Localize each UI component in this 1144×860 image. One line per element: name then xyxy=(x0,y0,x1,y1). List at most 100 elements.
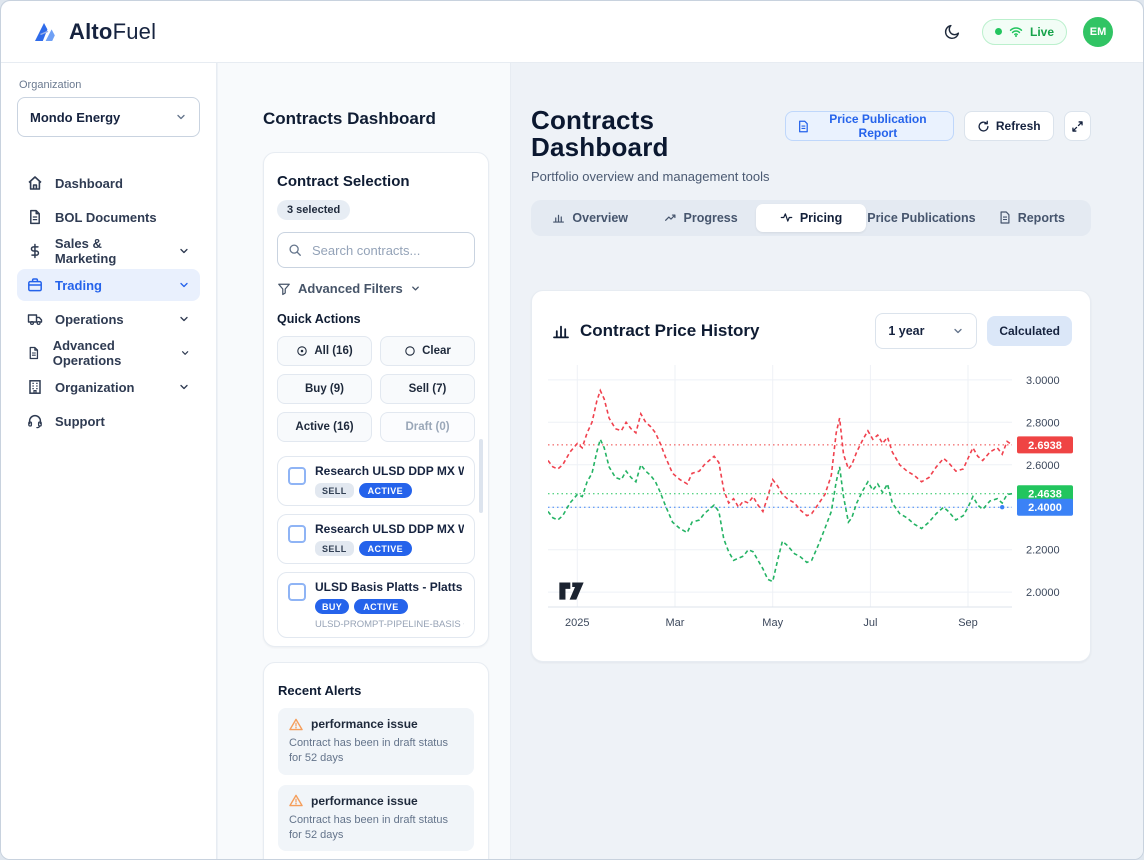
contract-list-item[interactable]: Research ULSD DDP MX W... SELL ACTIVE xyxy=(277,514,475,564)
sidebar-item-organization[interactable]: Organization xyxy=(17,371,200,403)
user-avatar[interactable]: EM xyxy=(1083,16,1113,47)
quick-action-clear[interactable]: Clear xyxy=(380,336,475,366)
time-range-select[interactable]: 1 year xyxy=(875,312,978,349)
tab-price-publications[interactable]: Price Publications xyxy=(867,210,976,225)
contract-list-scrollbar[interactable] xyxy=(479,439,483,513)
organization-select[interactable]: Mondo Energy xyxy=(17,97,200,137)
document-icon xyxy=(1000,211,1010,224)
page-subtitle: Portfolio overview and management tools xyxy=(531,168,770,184)
svg-text:Jul: Jul xyxy=(863,617,877,629)
quick-action-sell[interactable]: Sell (7) xyxy=(380,374,475,404)
bar-chart-icon xyxy=(553,214,565,223)
chart-icon xyxy=(553,325,569,338)
sidebar-item-dashboard[interactable]: Dashboard xyxy=(17,167,200,199)
status-badge: ACTIVE xyxy=(358,483,413,498)
recent-alerts-card: Recent Alerts performance issue Contract… xyxy=(263,662,489,859)
expand-button[interactable] xyxy=(1063,111,1091,141)
report-document-icon xyxy=(799,120,808,132)
sidebar-item-operations[interactable]: Operations xyxy=(17,303,200,335)
alert-item: performance issue Contract has been in d… xyxy=(278,708,474,775)
brand-mark-icon xyxy=(33,20,60,44)
sidebar-item-bol-documents[interactable]: BOL Documents xyxy=(17,201,200,233)
warning-icon xyxy=(289,718,303,730)
quick-action-draft[interactable]: Draft (0) xyxy=(380,412,475,442)
sidebar-item-trading[interactable]: Trading xyxy=(17,269,200,301)
chevron-down-icon xyxy=(180,316,188,322)
chart-title: Contract Price History xyxy=(580,320,760,340)
quick-action-all[interactable]: All (16) xyxy=(277,336,372,366)
chevron-down-icon xyxy=(180,282,188,288)
live-label: Live xyxy=(1029,24,1054,39)
alert-title: performance issue xyxy=(311,793,418,808)
chevron-down-icon xyxy=(411,286,419,291)
contract-list-item[interactable]: ULSD Basis Platts - Platts ... SELL ACTI… xyxy=(277,646,475,647)
dashboard-tabs: Overview Progress Pricing Price Publicat… xyxy=(531,199,1091,236)
sidebar-item-sales-marketing[interactable]: Sales & Marketing xyxy=(17,235,200,267)
contract-checkbox[interactable] xyxy=(288,583,306,601)
organization-value: Mondo Energy xyxy=(30,109,121,125)
svg-text:2.0000: 2.0000 xyxy=(1026,587,1060,599)
building-icon xyxy=(29,380,41,394)
page-title: Contracts Dashboard xyxy=(531,105,669,163)
contract-checkbox[interactable] xyxy=(288,467,306,485)
app-header: AltoFuel Live EM xyxy=(1,1,1143,63)
briefcase-icon xyxy=(28,278,42,292)
sidebar-nav: Dashboard BOL Documents Sales & Marketin… xyxy=(17,167,200,437)
svg-text:2025: 2025 xyxy=(565,617,589,629)
contract-selection-card: Contract Selection 3 selected Advanced F… xyxy=(263,152,489,647)
chevron-down-icon xyxy=(177,114,185,120)
tab-overview[interactable]: Overview xyxy=(535,204,645,232)
svg-text:2.6938: 2.6938 xyxy=(1028,439,1062,451)
search-input[interactable] xyxy=(310,241,464,259)
trend-up-icon xyxy=(664,214,675,221)
side-badge: SELL xyxy=(315,541,354,556)
brand-logo[interactable]: AltoFuel xyxy=(33,19,156,45)
svg-text:Sep: Sep xyxy=(958,617,978,629)
contract-selection-title: Contract Selection xyxy=(277,173,410,190)
contract-search xyxy=(277,232,475,268)
sidebar-item-advanced-operations[interactable]: Advanced Operations xyxy=(17,337,200,369)
price-chart[interactable]: 3.0000 2.8000 2.6000 2.4000 2.2000 2.0000 2025… xyxy=(548,364,1078,633)
circle-icon xyxy=(405,346,415,356)
document-icon xyxy=(30,209,40,225)
price-history-card: Contract Price History 1 year Calculated… xyxy=(531,289,1091,662)
advanced-filters-toggle[interactable]: Advanced Filters xyxy=(277,281,475,296)
brand-name: AltoFuel xyxy=(69,18,157,44)
status-badge: ACTIVE xyxy=(354,599,408,614)
contract-checkbox[interactable] xyxy=(288,525,306,543)
contract-list-item[interactable]: Research ULSD DDP MX W... SELL ACTIVE xyxy=(277,456,475,506)
svg-text:3.0000: 3.0000 xyxy=(1026,374,1060,386)
organization-label: Organization xyxy=(19,79,82,91)
price-chart-area[interactable]: 3.0000 2.8000 2.6000 2.4000 2.2000 2.0000 2025… xyxy=(548,364,1074,633)
contract-list-item[interactable]: ULSD Basis Platts - Platts ... BUY ACTIV… xyxy=(277,572,475,638)
selected-count-badge: 3 selected xyxy=(277,200,351,220)
chevron-down-icon xyxy=(180,384,188,390)
dark-mode-toggle[interactable] xyxy=(938,18,966,46)
quick-action-active[interactable]: Active (16) xyxy=(277,412,372,442)
headset-icon xyxy=(28,414,42,429)
price-publication-report-button[interactable]: Price Publication Report xyxy=(785,111,954,141)
tab-reports[interactable]: Reports xyxy=(977,204,1087,232)
dollar-icon xyxy=(30,243,40,259)
contract-list: Research ULSD DDP MX W... SELL ACTIVE Re… xyxy=(277,456,475,647)
tradingview-logo-icon xyxy=(559,582,584,600)
side-badge: BUY xyxy=(315,599,350,614)
sidebar-item-support[interactable]: Support xyxy=(17,405,200,437)
warning-icon xyxy=(289,794,303,807)
alert-description: Contract has been in draft status for 52… xyxy=(289,813,448,841)
calculated-mode-badge[interactable]: Calculated xyxy=(987,315,1072,346)
main-content: Contracts Dashboard Portfolio overview a… xyxy=(512,63,1143,859)
svg-text:2.6000: 2.6000 xyxy=(1026,459,1060,471)
tab-progress[interactable]: Progress xyxy=(645,204,755,232)
tab-pricing[interactable]: Pricing xyxy=(755,203,867,232)
refresh-icon xyxy=(978,120,989,132)
refresh-button[interactable]: Refresh xyxy=(963,111,1054,141)
panel-title: Contracts Dashboard xyxy=(263,109,436,128)
expand-icon xyxy=(1072,120,1083,132)
document-icon xyxy=(29,346,39,360)
quick-action-buy[interactable]: Buy (9) xyxy=(277,374,372,404)
header-actions: Live EM xyxy=(938,16,1113,47)
contract-subtitle: ULSD-PROMPT-PIPELINE-BASIS • 18,0... xyxy=(315,619,464,630)
svg-text:2.4638: 2.4638 xyxy=(1028,488,1062,500)
